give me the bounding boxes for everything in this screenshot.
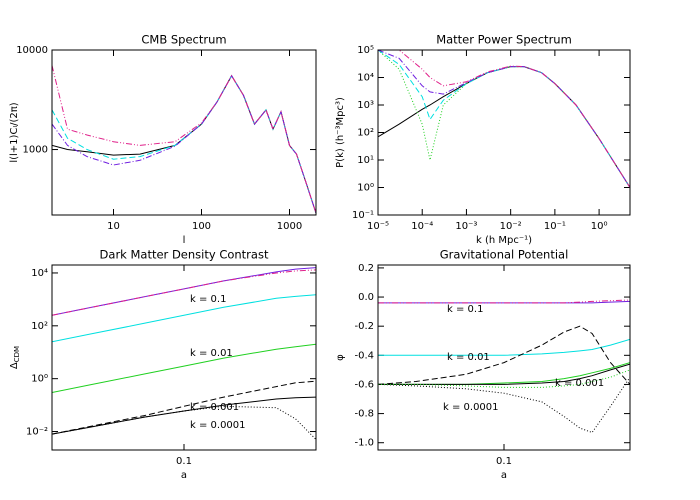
data-line — [378, 369, 630, 388]
x-tick-label: 10⁻³ — [455, 221, 477, 232]
x-axis-label: k (h Mpc⁻¹) — [476, 235, 532, 246]
y-axis-label: φ — [335, 354, 346, 361]
data-line — [378, 363, 630, 385]
data-line — [52, 74, 316, 214]
panel: Gravitational Potential a φ 0.1 -1.0 -0.8 -0.6… — [335, 248, 631, 481]
data-line — [52, 269, 316, 316]
data-line — [378, 338, 630, 356]
annotation: k = 0.001 — [190, 402, 239, 413]
x-tick-label: 10⁻⁵ — [367, 221, 389, 232]
data-line — [378, 376, 630, 434]
y-axis-label: ΔCDM — [9, 346, 21, 369]
data-line — [378, 50, 630, 188]
y-tick-label: 10⁻¹ — [352, 210, 374, 221]
x-axis-label: a — [501, 470, 507, 481]
y-tick-label: 10² — [357, 128, 374, 139]
x-tick-label: 10⁰ — [591, 221, 608, 232]
y-tick-label: 10⁰ — [31, 374, 48, 385]
data-line — [378, 325, 630, 385]
y-tick-label: -0.6 — [354, 379, 374, 390]
annotation: k = 0.0001 — [190, 420, 246, 431]
plot-frame — [51, 264, 317, 451]
y-tick-label: 10³ — [357, 100, 374, 111]
x-tick-label: 0.1 — [176, 456, 192, 467]
x-tick-label: 10⁻¹ — [544, 221, 566, 232]
y-tick-label: 10² — [31, 321, 48, 332]
y-tick-label: -0.4 — [354, 350, 374, 361]
x-tick-label: 100 — [192, 221, 211, 232]
y-axis-label: l(l+1)Cₗ/(2π) — [9, 102, 20, 162]
data-line — [52, 74, 316, 214]
plot-lines — [52, 65, 316, 214]
annotation: k = 0.01 — [190, 348, 233, 359]
data-line — [52, 343, 316, 393]
panel-title: Gravitational Potential — [440, 248, 569, 262]
data-line — [52, 294, 316, 343]
panel-title: CMB Spectrum — [141, 33, 226, 47]
data-line — [378, 50, 630, 188]
plot-lines — [378, 299, 630, 434]
x-tick-label: 0.1 — [496, 456, 512, 467]
y-axis-label-main: P(k) (h⁻³Mpc³) — [335, 97, 346, 168]
y-tick-label: 10000 — [16, 45, 48, 56]
plot-frame — [51, 49, 317, 216]
y-tick-label: 10⁻² — [26, 427, 48, 438]
panel: Matter Power Spectrum k (h Mpc⁻¹) P(k) (h⁻… — [335, 33, 631, 246]
data-line — [52, 65, 316, 214]
y-tick-label: -1.0 — [354, 438, 374, 449]
data-line — [378, 66, 630, 188]
y-axis-label-main: l(l+1)Cₗ/(2π) — [9, 102, 20, 162]
panel: CMB Spectrum l l(l+1)Cₗ/(2π) 10 100 1000 1000 1… — [9, 33, 317, 246]
y-tick-label: -0.2 — [354, 321, 374, 332]
y-tick-label: 0.2 — [358, 263, 374, 274]
annotation: k = 0.01 — [447, 352, 490, 363]
y-tick-label: 0.0 — [358, 292, 374, 303]
y-tick-label: -0.8 — [354, 409, 374, 420]
x-tick-label: 10 — [107, 221, 120, 232]
plot-frame — [377, 49, 631, 216]
y-tick-label: 10⁴ — [357, 73, 374, 84]
annotation: k = 0.1 — [190, 294, 226, 305]
x-tick-label: 10⁻² — [500, 221, 522, 232]
data-line — [52, 380, 316, 435]
y-tick-label: 10⁵ — [357, 45, 374, 56]
annotation: k = 0.1 — [447, 304, 483, 315]
data-line — [378, 50, 630, 188]
x-tick-label: 10⁻⁴ — [411, 221, 433, 232]
x-axis-label: a — [181, 470, 187, 481]
y-axis-label-main: φ — [335, 354, 346, 361]
data-line — [52, 267, 316, 316]
panel: Dark Matter Density Contrast a ΔCDM 0.1 10⁻²… — [9, 248, 317, 481]
data-line — [378, 50, 630, 188]
data-line — [378, 300, 630, 304]
data-line — [52, 74, 316, 214]
panel-title: Dark Matter Density Contrast — [100, 248, 269, 262]
annotation: k = 0.001 — [555, 378, 604, 389]
y-tick-label: 10¹ — [357, 155, 374, 166]
plot-lines — [378, 50, 630, 188]
data-line — [52, 396, 316, 435]
panel-title: Matter Power Spectrum — [436, 33, 572, 47]
x-axis-label: l — [183, 235, 186, 246]
plot-frame — [377, 264, 631, 451]
plot-lines — [52, 267, 316, 440]
y-axis-label-main: Δ — [9, 362, 20, 369]
annotation: k = 0.0001 — [443, 402, 499, 413]
y-tick-label: 10⁴ — [31, 268, 48, 279]
y-tick-label: 1000 — [23, 145, 48, 156]
y-tick-label: 10⁰ — [357, 183, 374, 194]
y-axis-label-sub: CDM — [13, 346, 21, 362]
y-axis-label: P(k) (h⁻³Mpc³) — [335, 97, 346, 168]
x-tick-label: 1000 — [277, 221, 302, 232]
